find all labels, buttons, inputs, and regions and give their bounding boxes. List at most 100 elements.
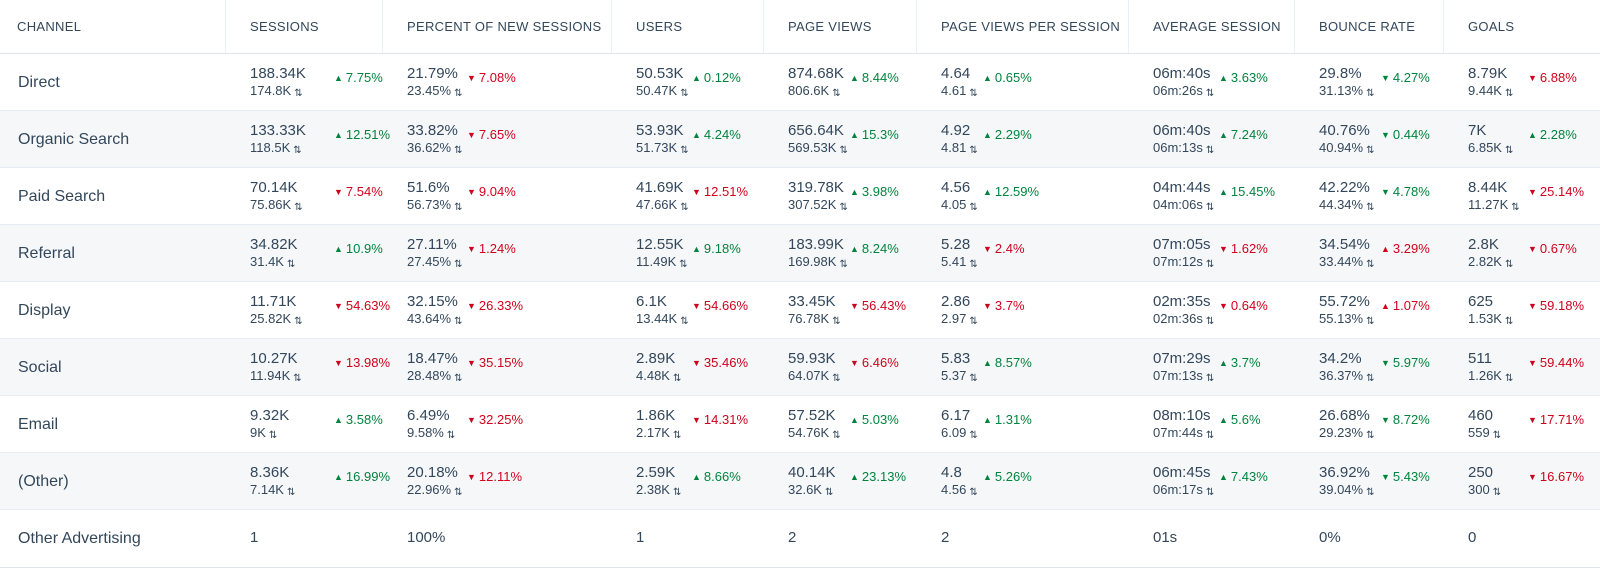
metric-cell: 20.18% 22.96% ⇅ ▼ 12.11%: [383, 453, 612, 509]
change-indicator: ▼ 12.51%: [692, 184, 749, 199]
arrow-up-icon: ▲: [850, 187, 859, 197]
change-indicator: ▼ 54.63%: [334, 298, 391, 313]
change-indicator: ▼ 0.44%: [1381, 127, 1430, 142]
metric-cell: 50.53K 50.47K ⇅ ▲ 0.12%: [612, 54, 764, 110]
previous-period-value: 33.44% ⇅: [1319, 254, 1375, 270]
arrow-up-icon: ▲: [983, 472, 992, 482]
arrow-up-icon: ▲: [983, 187, 992, 197]
metric-value: 2.89K: [636, 350, 676, 367]
change-indicator: ▼ 4.27%: [1381, 70, 1430, 85]
column-header-goals[interactable]: GOALS: [1468, 19, 1515, 34]
metric-value: 4.8: [941, 464, 962, 481]
column-header-page-views-per-session[interactable]: PAGE VIEWS PER SESSION: [917, 0, 1129, 53]
previous-period-value: 02m:36s ⇅: [1153, 311, 1215, 327]
compare-arrows-icon: ⇅: [454, 373, 463, 384]
change-indicator: ▼ 12.11%: [467, 469, 523, 484]
metric-cell: 55.72% 55.13% ⇅ ▲ 1.07%: [1295, 282, 1444, 338]
compare-arrows-icon: ⇅: [969, 88, 978, 99]
arrow-down-icon: ▼: [467, 301, 476, 311]
column-header-average-session[interactable]: AVERAGE SESSION: [1129, 0, 1295, 53]
arrow-down-icon: ▼: [1528, 472, 1537, 482]
change-indicator: ▼ 54.66%: [692, 298, 749, 313]
metric-cell: 656.64K 569.53K ⇅ ▲ 15.3%: [764, 111, 917, 167]
previous-period-value: 9.44K ⇅: [1468, 83, 1514, 99]
metric-value: 625: [1468, 293, 1494, 310]
previous-period-value: 28.48% ⇅: [407, 368, 463, 384]
compare-arrows-icon: ⇅: [832, 88, 841, 99]
column-header-users[interactable]: USERS: [612, 0, 764, 53]
arrow-up-icon: ▲: [1528, 130, 1537, 140]
arrow-down-icon: ▼: [850, 358, 859, 368]
previous-period-value: 06m:17s ⇅: [1153, 482, 1215, 498]
compare-arrows-icon: ⇅: [293, 373, 302, 384]
change-indicator: ▼ 6.88%: [1528, 70, 1577, 85]
metric-cell: 07m:29s 07m:13s ⇅ ▲ 3.7%: [1129, 339, 1295, 395]
metric-value: 2.8K: [1468, 236, 1499, 253]
metric-value: 4.56: [941, 179, 971, 196]
metric-value: 34.2%: [1319, 350, 1362, 367]
metric-value: 1: [636, 529, 645, 546]
change-indicator: ▼ 7.08%: [467, 70, 516, 85]
arrow-up-icon: ▲: [983, 358, 992, 368]
previous-period-value: 6.85K ⇅: [1468, 140, 1514, 156]
channel-name: Organic Search: [18, 131, 130, 148]
metric-value: 460: [1468, 407, 1494, 424]
metric-cell: 07m:05s 07m:12s ⇅ ▼ 1.62%: [1129, 225, 1295, 281]
column-header-bounce-rate[interactable]: BOUNCE RATE: [1295, 0, 1444, 53]
metric-value: 8.79K: [1468, 65, 1508, 82]
change-indicator: ▲ 15.3%: [850, 127, 899, 142]
compare-arrows-icon: ⇅: [1366, 145, 1375, 156]
arrow-up-icon: ▲: [983, 73, 992, 83]
change-indicator: ▲ 23.13%: [850, 469, 907, 484]
change-indicator: ▼ 16.67%: [1528, 469, 1585, 484]
metric-value: 36.92%: [1319, 464, 1370, 481]
metric-value: 01s: [1153, 529, 1178, 546]
arrow-up-icon: ▲: [850, 472, 859, 482]
metric-cell: 06m:40s 06m:13s ⇅ ▲ 7.24%: [1129, 111, 1295, 167]
compare-arrows-icon: ⇅: [680, 88, 689, 99]
metric-value: 4.64: [941, 65, 971, 82]
change-indicator: ▼ 35.15%: [467, 355, 524, 370]
column-header-channel[interactable]: CHANNEL: [0, 0, 226, 53]
previous-period-value: 23.45% ⇅: [407, 83, 463, 99]
metric-cell: 188.34K 174.8K ⇅ ▲ 7.75%: [226, 54, 383, 110]
arrow-down-icon: ▼: [467, 244, 476, 254]
metric-cell: 8.79K 9.44K ⇅ ▼ 6.88%: [1444, 54, 1600, 110]
compare-arrows-icon: ⇅: [680, 202, 689, 213]
metric-cell: 11.71K 25.82K ⇅ ▼ 54.63%: [226, 282, 390, 338]
previous-period-value: 39.04% ⇅: [1319, 482, 1375, 498]
change-indicator: ▼ 25.14%: [1528, 184, 1585, 199]
arrow-up-icon: ▲: [850, 73, 859, 83]
previous-period-value: 75.86K ⇅: [250, 197, 303, 213]
column-header-percent-new-sessions[interactable]: PERCENT OF NEW SESSIONS: [383, 0, 612, 53]
previous-period-value: 40.94% ⇅: [1319, 140, 1375, 156]
metric-cell: 460 559 ⇅ ▼ 17.71%: [1444, 396, 1600, 452]
metric-value: 40.14K: [788, 464, 836, 481]
compare-arrows-icon: ⇅: [672, 430, 682, 441]
metric-value: 10.27K: [250, 350, 298, 367]
column-header-page-views[interactable]: PAGE VIEWS: [764, 0, 917, 53]
previous-period-value: 13.44K ⇅: [636, 311, 689, 327]
arrow-up-icon: ▲: [1219, 73, 1228, 83]
column-header-sessions[interactable]: SESSIONS: [226, 0, 383, 53]
metric-cell: 9.32K 9K ⇅ ▲ 3.58%: [226, 396, 383, 452]
arrow-up-icon: ▲: [334, 73, 343, 83]
previous-period-value: 07m:12s ⇅: [1153, 254, 1215, 270]
compare-arrows-icon: ⇅: [1366, 316, 1375, 327]
metric-cell: 08m:10s 07m:44s ⇅ ▲ 5.6%: [1129, 396, 1295, 452]
change-indicator: ▼ 59.18%: [1528, 298, 1585, 313]
metric-value: 188.34K: [250, 65, 306, 82]
metric-value: 100%: [407, 529, 446, 546]
metric-cell: 57.52K 54.76K ⇅ ▲ 5.03%: [764, 396, 917, 452]
compare-arrows-icon: ⇅: [454, 259, 463, 270]
change-indicator: ▲ 7.24%: [1219, 127, 1268, 142]
metric-value: 02m:35s: [1153, 293, 1211, 310]
metric-cell: 0: [1444, 510, 1600, 566]
metric-cell: 4.92 4.81 ⇅ ▲ 2.29%: [917, 111, 1129, 167]
metric-value: 08m:10s: [1153, 407, 1211, 424]
arrow-down-icon: ▼: [983, 301, 992, 311]
metric-cell: 874.68K 806.6K ⇅ ▲ 8.44%: [764, 54, 917, 110]
compare-arrows-icon: ⇅: [679, 259, 688, 270]
metric-cell: 27.11% 27.45% ⇅ ▼ 1.24%: [383, 225, 612, 281]
change-indicator: ▼ 3.7%: [983, 298, 1025, 313]
